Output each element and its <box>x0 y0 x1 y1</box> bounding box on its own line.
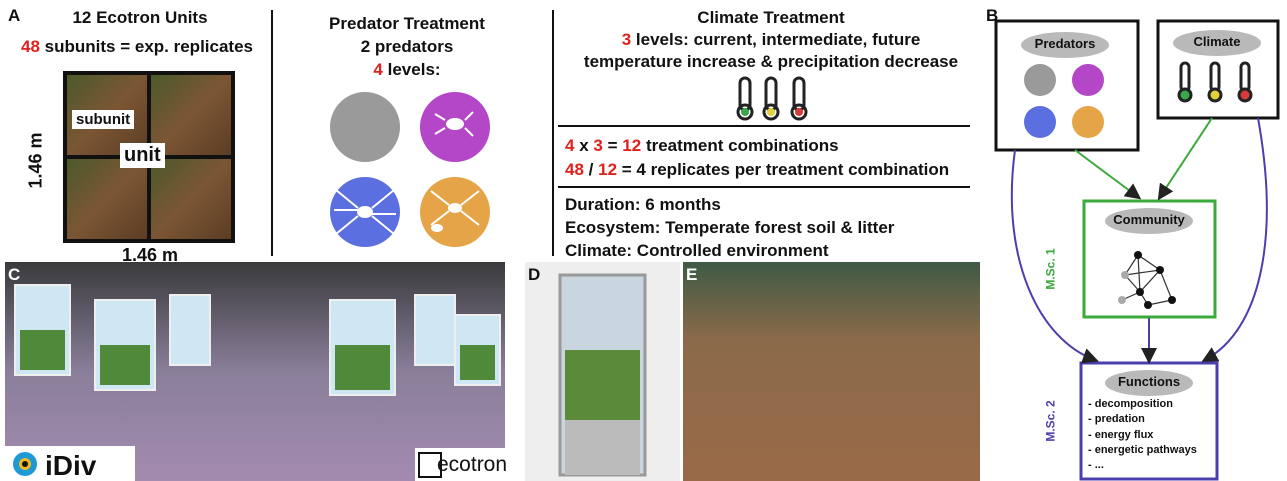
panel-label: E <box>686 265 697 285</box>
text: subunits = exp. replicates <box>45 37 253 56</box>
replicates: 48 / 12 = 4 replicates per treatment com… <box>565 160 949 180</box>
node-label: Community <box>1113 212 1185 227</box>
detail: Duration: 6 months <box>565 195 721 215</box>
climate-levels: 3 levels: current, intermediate, future <box>622 30 921 50</box>
panel-label: D <box>528 265 540 285</box>
op: = <box>608 136 618 155</box>
predator-levels <box>330 92 490 247</box>
detail: Ecosystem: Temperate forest soil & litte… <box>565 218 894 238</box>
msc1-label: M.Sc. 1 <box>1044 248 1058 289</box>
count: 4 <box>373 60 382 79</box>
panel-label: C <box>8 265 20 285</box>
text: levels: <box>388 60 441 79</box>
n: 48 <box>565 160 584 179</box>
n: 12 <box>622 136 641 155</box>
unit-label: unit <box>120 143 165 168</box>
function-item: - energy flux <box>1088 429 1153 441</box>
function-item: - predation <box>1088 413 1145 425</box>
units-subtitle: 48 subunits = exp. replicates <box>21 37 253 57</box>
climate-description: temperature increase & precipitation dec… <box>584 52 958 72</box>
subunit-label: subunit <box>72 110 134 129</box>
text: levels: current, intermediate, future <box>636 30 920 49</box>
climate-title: Climate Treatment <box>697 8 844 28</box>
n: 3 <box>593 136 602 155</box>
node-label: Predators <box>1035 36 1096 51</box>
msc2-label: M.Sc. 2 <box>1044 400 1058 441</box>
panel-label: A <box>8 6 20 26</box>
panel-label: B <box>986 6 998 26</box>
ecotron-logo: ecotron <box>437 453 507 477</box>
n: 4 <box>565 136 574 155</box>
node-label: Functions <box>1118 374 1180 389</box>
function-item: - decomposition <box>1088 398 1173 410</box>
predator-title: Predator Treatment <box>329 14 485 34</box>
predator-subtitle: 2 predators <box>361 37 454 57</box>
width-label: 1.46 m <box>122 245 178 266</box>
photos <box>5 262 980 481</box>
text: = 4 replicates per treatment combination <box>622 160 949 179</box>
function-item: - energetic pathways <box>1088 444 1197 456</box>
panel-b-graphics <box>996 21 1278 479</box>
count: 3 <box>622 30 631 49</box>
count: 48 <box>21 37 40 56</box>
op: / <box>589 160 594 179</box>
text: treatment combinations <box>646 136 839 155</box>
units-title: 12 Ecotron Units <box>72 8 207 28</box>
detail: Climate: Controlled environment <box>565 241 829 261</box>
height-label: 1.46 m <box>26 132 47 188</box>
predator-levels: 4 levels: <box>373 60 440 80</box>
n: 12 <box>598 160 617 179</box>
thermometers <box>738 78 806 119</box>
figure: A 12 Ecotron Units 48 subunits = exp. re… <box>0 0 1287 481</box>
op: x <box>579 136 588 155</box>
node-label: Climate <box>1194 34 1241 49</box>
idiv-logo: iDiv <box>45 450 96 481</box>
function-item: - ... <box>1088 459 1104 471</box>
combinations: 4 x 3 = 12 treatment combinations <box>565 136 839 156</box>
